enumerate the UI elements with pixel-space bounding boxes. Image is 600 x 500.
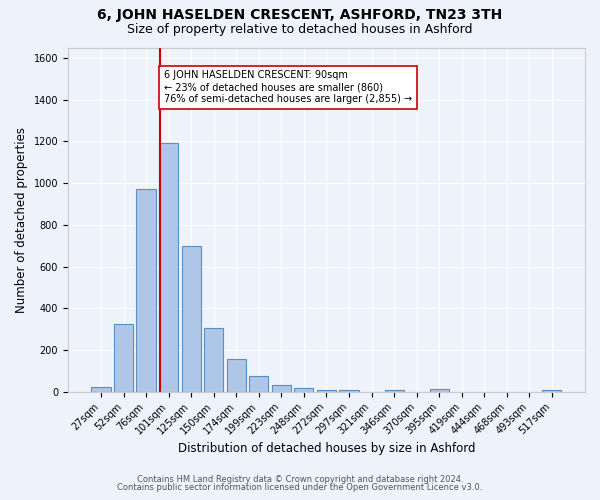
Bar	[295, 388, 313, 392]
Y-axis label: Number of detached properties: Number of detached properties	[15, 126, 28, 312]
Bar	[249, 376, 268, 392]
Bar	[272, 386, 291, 392]
X-axis label: Distribution of detached houses by size in Ashford: Distribution of detached houses by size …	[178, 442, 475, 455]
Bar	[114, 324, 133, 392]
Bar	[204, 328, 223, 392]
Bar	[317, 390, 336, 392]
Text: 6 JOHN HASELDEN CRESCENT: 90sqm
← 23% of detached houses are smaller (860)
76% o: 6 JOHN HASELDEN CRESCENT: 90sqm ← 23% of…	[164, 70, 412, 104]
Text: Contains HM Land Registry data © Crown copyright and database right 2024.: Contains HM Land Registry data © Crown c…	[137, 475, 463, 484]
Bar	[340, 390, 359, 392]
Text: 6, JOHN HASELDEN CRESCENT, ASHFORD, TN23 3TH: 6, JOHN HASELDEN CRESCENT, ASHFORD, TN23…	[97, 8, 503, 22]
Bar	[542, 390, 562, 392]
Bar	[91, 386, 110, 392]
Text: Contains public sector information licensed under the Open Government Licence v3: Contains public sector information licen…	[118, 483, 482, 492]
Bar	[227, 360, 246, 392]
Text: Size of property relative to detached houses in Ashford: Size of property relative to detached ho…	[127, 22, 473, 36]
Bar	[430, 388, 449, 392]
Bar	[385, 390, 404, 392]
Bar	[159, 144, 178, 392]
Bar	[182, 246, 201, 392]
Bar	[136, 190, 155, 392]
